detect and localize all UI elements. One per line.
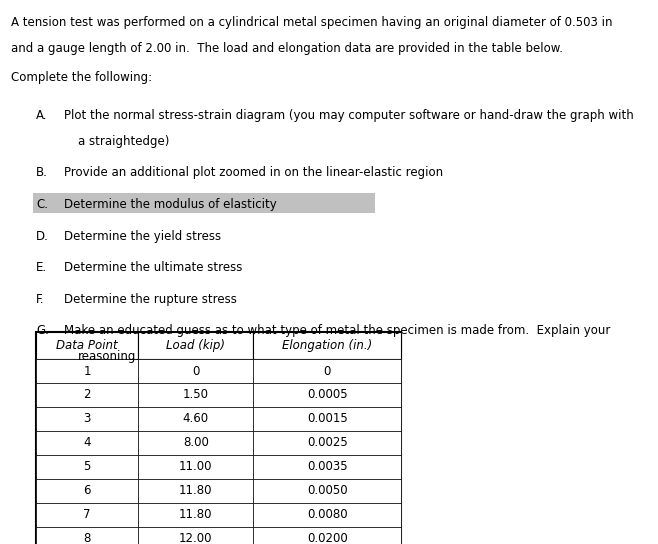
- Bar: [36, 503, 138, 527]
- Bar: [36, 359, 138, 383]
- Bar: [138, 431, 253, 455]
- Text: Data Point: Data Point: [57, 339, 118, 352]
- Text: 11.00: 11.00: [179, 460, 213, 473]
- Text: 6: 6: [84, 484, 91, 497]
- Text: F.: F.: [36, 293, 45, 306]
- Text: 0.0050: 0.0050: [307, 484, 347, 497]
- Text: Provide an additional plot zoomed in on the linear-elastic region: Provide an additional plot zoomed in on …: [64, 166, 443, 180]
- Text: 8.00: 8.00: [183, 436, 209, 449]
- Bar: [36, 455, 138, 479]
- Text: Determine the ultimate stress: Determine the ultimate stress: [64, 261, 242, 274]
- Text: Determine the modulus of elasticity: Determine the modulus of elasticity: [64, 198, 276, 211]
- Bar: [36, 332, 401, 544]
- Bar: [36, 431, 138, 455]
- Bar: [253, 332, 401, 359]
- Text: 0.0035: 0.0035: [307, 460, 347, 473]
- Text: G.: G.: [36, 324, 49, 337]
- Text: A.: A.: [36, 109, 47, 122]
- Text: 8: 8: [84, 532, 91, 544]
- Text: 12.00: 12.00: [179, 532, 213, 544]
- Bar: [138, 407, 253, 431]
- Text: and a gauge length of 2.00 in.  The load and elongation data are provided in the: and a gauge length of 2.00 in. The load …: [11, 42, 563, 55]
- Text: B.: B.: [36, 166, 48, 180]
- Text: 1: 1: [84, 364, 91, 378]
- Bar: [36, 479, 138, 503]
- Text: 0.0015: 0.0015: [307, 412, 347, 425]
- Text: reasoning.: reasoning.: [78, 350, 139, 363]
- Text: 2: 2: [84, 388, 91, 401]
- Text: 11.80: 11.80: [179, 484, 213, 497]
- Bar: [253, 503, 401, 527]
- Bar: [138, 527, 253, 544]
- Bar: [253, 359, 401, 383]
- Text: 1.50: 1.50: [183, 388, 209, 401]
- Text: 11.80: 11.80: [179, 508, 213, 521]
- Text: 0.0025: 0.0025: [307, 436, 347, 449]
- Text: Elongation (in.): Elongation (in.): [282, 339, 372, 352]
- Text: Determine the rupture stress: Determine the rupture stress: [64, 293, 237, 306]
- Text: 0.0080: 0.0080: [307, 508, 347, 521]
- Bar: [36, 332, 138, 359]
- Text: Determine the yield stress: Determine the yield stress: [64, 230, 221, 243]
- Text: Make an educated guess as to what type of metal the specimen is made from.  Expl: Make an educated guess as to what type o…: [64, 324, 610, 337]
- Bar: [253, 479, 401, 503]
- Text: E.: E.: [36, 261, 47, 274]
- Bar: [138, 383, 253, 407]
- Text: C.: C.: [36, 198, 48, 211]
- Bar: [253, 431, 401, 455]
- Bar: [253, 455, 401, 479]
- Text: D.: D.: [36, 230, 49, 243]
- Bar: [36, 383, 138, 407]
- Text: 0: 0: [192, 364, 199, 378]
- Text: 0.0200: 0.0200: [307, 532, 347, 544]
- Text: 0: 0: [324, 364, 331, 378]
- Bar: [138, 503, 253, 527]
- Text: 4.60: 4.60: [183, 412, 209, 425]
- Bar: [253, 527, 401, 544]
- Text: Load (kip): Load (kip): [166, 339, 225, 352]
- Text: 7: 7: [84, 508, 91, 521]
- Bar: [138, 332, 253, 359]
- Bar: [138, 455, 253, 479]
- Text: Complete the following:: Complete the following:: [11, 71, 151, 84]
- Bar: [253, 383, 401, 407]
- FancyBboxPatch shape: [33, 193, 375, 213]
- Bar: [138, 359, 253, 383]
- Bar: [253, 407, 401, 431]
- Bar: [36, 407, 138, 431]
- Text: A tension test was performed on a cylindrical metal specimen having an original : A tension test was performed on a cylind…: [11, 16, 612, 29]
- Bar: [138, 479, 253, 503]
- Text: Plot the normal stress-strain diagram (you may computer software or hand-draw th: Plot the normal stress-strain diagram (y…: [64, 109, 634, 122]
- Text: a straightedge): a straightedge): [78, 135, 169, 148]
- Text: 5: 5: [84, 460, 91, 473]
- Text: 0.0005: 0.0005: [307, 388, 347, 401]
- Text: 3: 3: [84, 412, 91, 425]
- Text: 4: 4: [84, 436, 91, 449]
- Bar: [36, 527, 138, 544]
